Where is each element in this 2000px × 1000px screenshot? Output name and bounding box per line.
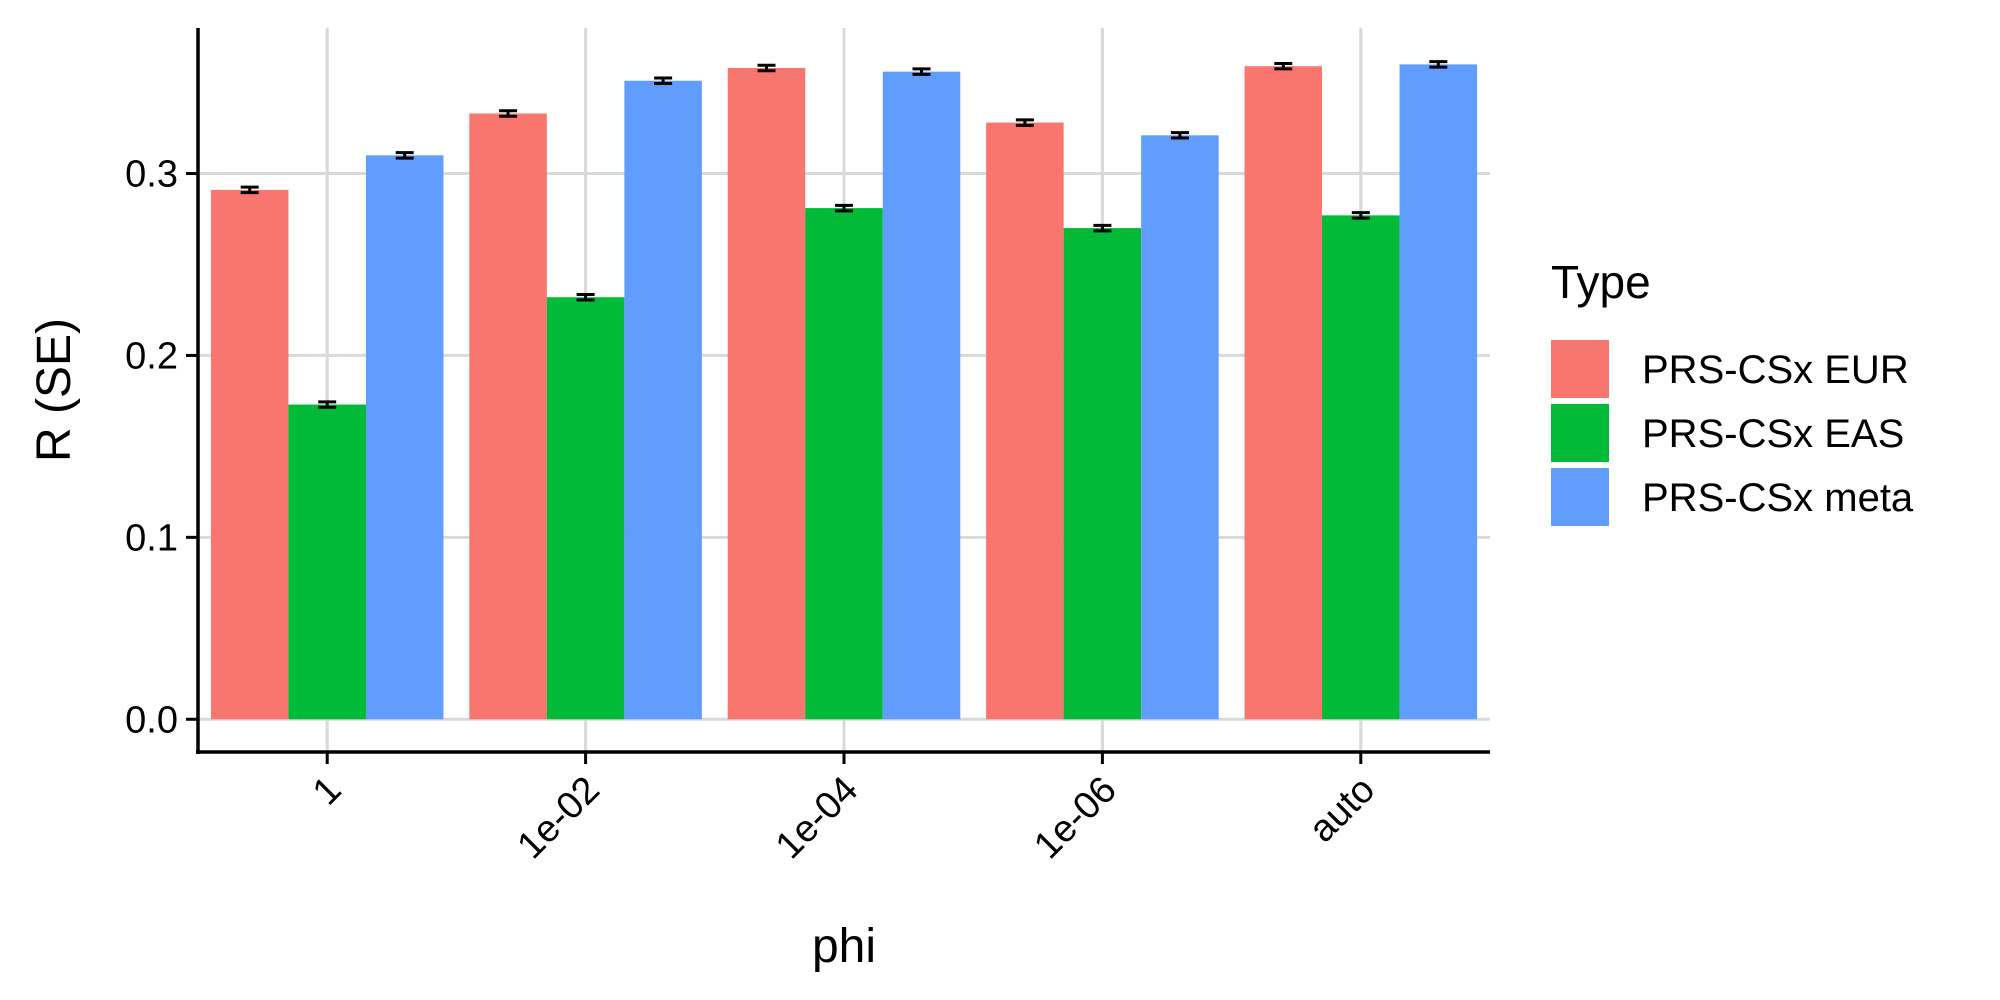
- legend-swatch: [1551, 468, 1609, 526]
- bar: [727, 68, 806, 720]
- y-tick-label: 0.3: [125, 154, 178, 196]
- bar: [1141, 135, 1219, 720]
- legend-swatch: [1551, 340, 1609, 398]
- legend-label: PRS-CSx EAS: [1642, 412, 1904, 456]
- legend-items: PRS-CSx EUR PRS-CSx EAS PRS-CSx meta: [1551, 340, 1914, 526]
- x-ticks: 1 1e-02 1e-04 1e-06 auto: [305, 752, 1383, 867]
- y-tick-label: 0.2: [125, 335, 178, 377]
- bar: [882, 71, 961, 720]
- y-ticks: 0.0 0.1 0.2 0.3: [125, 154, 198, 741]
- bar: [624, 80, 702, 720]
- y-tick-label: 0.1: [125, 517, 178, 559]
- x-axis-title: phi: [812, 920, 876, 973]
- y-axis-title: R (SE): [28, 318, 81, 462]
- legend-label: PRS-CSx meta: [1642, 476, 1914, 520]
- legend-label: PRS-CSx EUR: [1642, 348, 1909, 392]
- legend-title: Type: [1551, 256, 1651, 308]
- bar: [210, 189, 289, 720]
- bar: [365, 155, 444, 720]
- x-tick-label: 1e-06: [1026, 769, 1124, 867]
- bar: [469, 113, 547, 720]
- legend: Type PRS-CSx EUR PRS-CSx EAS PRS-CSx meta: [1551, 256, 1914, 526]
- y-tick-label: 0.0: [125, 699, 178, 741]
- bar: [1399, 64, 1478, 720]
- error-bars: [240, 60, 1448, 409]
- bar: [1244, 66, 1323, 720]
- bar: [546, 297, 625, 720]
- legend-swatch: [1551, 404, 1609, 462]
- x-tick-label: 1e-04: [768, 769, 866, 867]
- bar: [288, 404, 366, 720]
- bar: [986, 122, 1064, 720]
- bar: [805, 208, 883, 720]
- x-tick-label: 1e-02: [510, 769, 608, 867]
- x-tick-label: 1: [305, 769, 350, 814]
- x-tick-label: auto: [1301, 769, 1383, 851]
- bar: [1063, 228, 1142, 720]
- bar: [1322, 215, 1400, 720]
- bars: [210, 64, 1478, 720]
